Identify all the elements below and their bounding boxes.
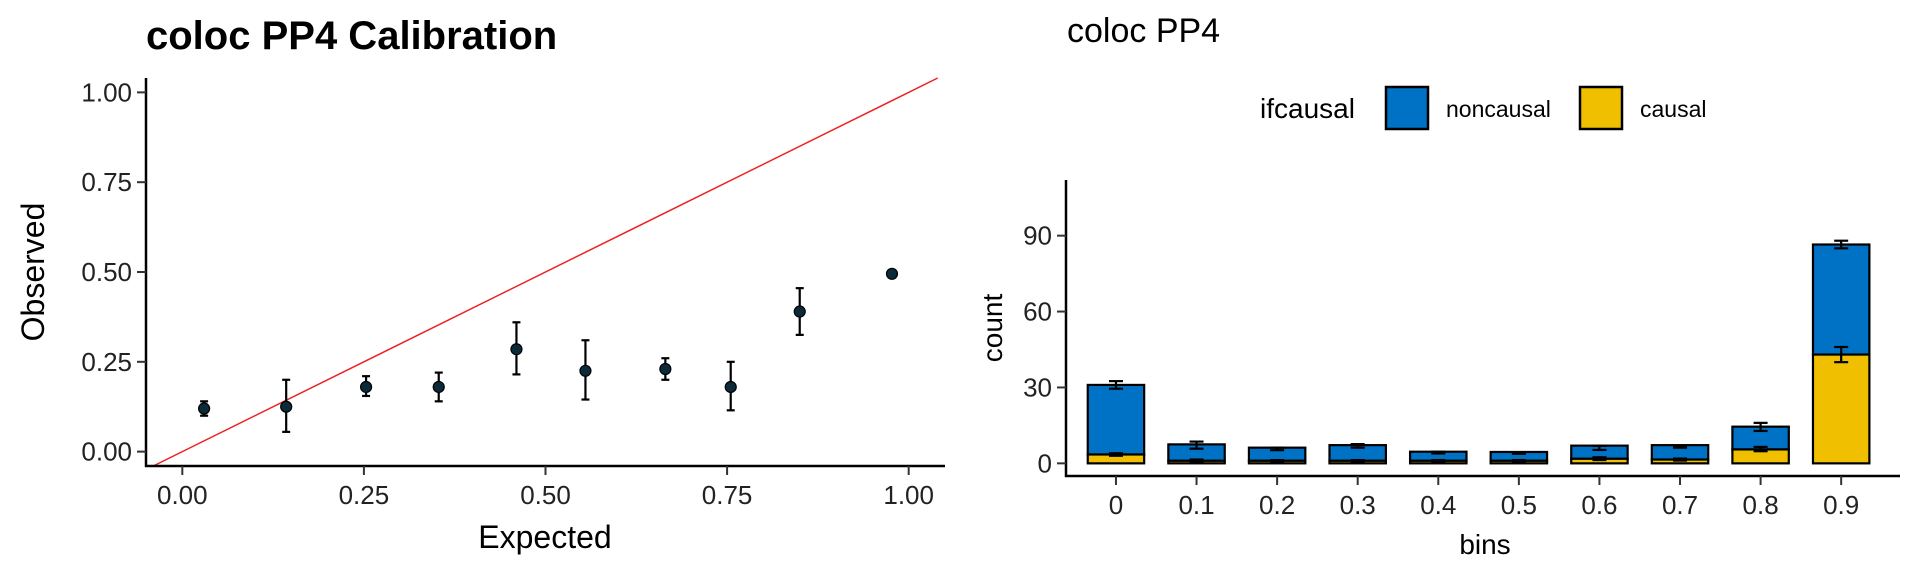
data-point [198, 402, 211, 415]
pp4-x-tick-label: 0.5 [1501, 490, 1537, 520]
calibration-y-tick-label: 0.75 [81, 167, 132, 197]
data-point [885, 267, 899, 280]
legend-swatch-noncausal [1384, 85, 1430, 131]
pp4-x-tick-label: 0.9 [1823, 490, 1859, 520]
data-point [659, 362, 672, 376]
chart-legend: ifcausal noncausal causal [1260, 85, 1706, 131]
pp4-x-tick-label: 0.4 [1420, 490, 1456, 520]
bar-segment-causal [1811, 353, 1871, 465]
bar-segment-noncausal [1811, 243, 1871, 356]
legend-label-noncausal: noncausal [1446, 96, 1551, 122]
calibration-y-tick-label: 0.25 [81, 347, 132, 377]
data-point [432, 380, 445, 394]
calibration-y-tick-label: 1.00 [81, 77, 132, 107]
calibration-chart: coloc PP4 Calibration Expected Observed … [15, 14, 945, 555]
calibration-x-tick-label: 0.50 [520, 480, 571, 510]
legend-swatch-causal [1578, 85, 1624, 131]
calibration-x-tick-label: 1.00 [883, 480, 934, 510]
pp4-x-tick-label: 0.3 [1340, 490, 1376, 520]
calibration-x-tick-label: 0.25 [339, 480, 390, 510]
pp4-y-tick-label: 30 [1023, 372, 1052, 402]
calibration-x-axis-label: Expected [478, 519, 611, 555]
pp4-x-tick-label: 0 [1109, 490, 1123, 520]
calibration-y-tick-label: 0.50 [81, 257, 132, 287]
data-point [280, 400, 293, 413]
pp4-x-tick-label: 0.8 [1743, 490, 1779, 520]
calibration-x-tick-label: 0.00 [157, 480, 208, 510]
calibration-x-tick-label: 0.75 [702, 480, 753, 510]
pp4-x-tick-label: 0.7 [1662, 490, 1698, 520]
pp4-y-tick-label: 0 [1038, 448, 1052, 478]
bar-segment-noncausal [1086, 383, 1146, 456]
legend-label-causal: causal [1640, 96, 1706, 122]
reference-diagonal-line [152, 77, 939, 467]
calibration-y-tick-label: 0.00 [81, 437, 132, 467]
pp4-y-axis-label: count [977, 294, 1008, 363]
calibration-chart-title: coloc PP4 Calibration [146, 14, 557, 58]
calibration-y-axis-label: Observed [15, 203, 51, 342]
data-point [510, 343, 523, 356]
legend-title: ifcausal [1260, 93, 1355, 124]
pp4-x-tick-label: 0.2 [1259, 490, 1295, 520]
data-point [793, 305, 806, 318]
pp4-y-tick-label: 90 [1023, 221, 1052, 251]
pp4-chart-title: coloc PP4 [1067, 12, 1220, 50]
pp4-x-axis-label: bins [1459, 529, 1510, 560]
calibration-plot-area: 0.00 0.25 0.50 0.75 1.00 0.00 0.25 0.50 0.75 1.00 [81, 77, 945, 510]
pp4-bin-chart: coloc PP4 ifcausal noncausal causal bins… [977, 12, 1900, 560]
pp4-x-tick-label: 0.1 [1178, 490, 1214, 520]
data-point [724, 380, 737, 394]
pp4-x-tick-label: 0.6 [1581, 490, 1617, 520]
data-point [579, 364, 592, 377]
pp4-y-tick-label: 60 [1023, 297, 1052, 327]
pp4-plot-area: 0 30 60 90 0 0.1 0.2 0.3 0.4 0.5 0.6 0.7 0.8 0.9 [1023, 180, 1900, 520]
data-point [359, 380, 373, 394]
